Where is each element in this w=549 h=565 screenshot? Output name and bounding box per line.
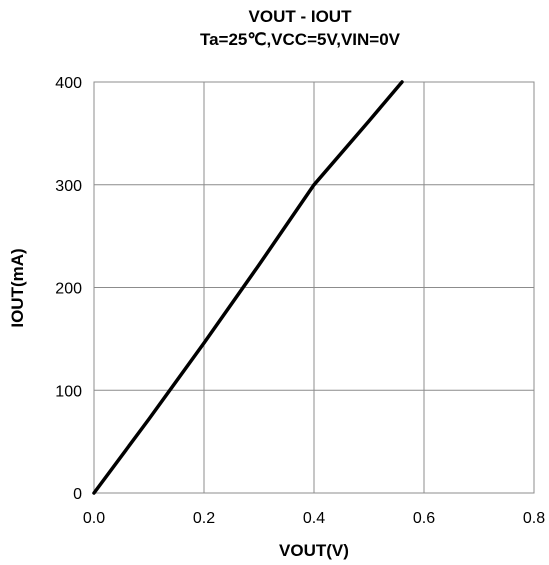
series-layer bbox=[92, 80, 404, 495]
x-tick-label: 0.6 bbox=[413, 510, 435, 527]
y-tick-label: 300 bbox=[55, 178, 82, 195]
chart-title: VOUT - IOUT bbox=[249, 7, 353, 26]
plot-frame bbox=[93, 81, 535, 494]
y-tick-label: 0 bbox=[73, 486, 82, 503]
y-tick-label: 400 bbox=[55, 75, 82, 92]
x-tick-label: 0.8 bbox=[523, 510, 545, 527]
x-axis-ticks: 0.0 0.2 0.4 0.6 0.8 bbox=[83, 510, 545, 527]
x-tick-label: 0.4 bbox=[303, 510, 325, 527]
y-axis-label: IOUT(mA) bbox=[8, 248, 27, 327]
grid bbox=[94, 82, 534, 493]
iout-vs-vout-line bbox=[92, 80, 404, 495]
chart-subtitle: Ta=25℃,VCC=5V,VIN=0V bbox=[200, 30, 401, 49]
y-tick-label: 200 bbox=[55, 281, 82, 298]
x-tick-label: 0.2 bbox=[193, 510, 215, 527]
x-axis-label: VOUT(V) bbox=[279, 541, 349, 560]
x-tick-label: 0.0 bbox=[83, 510, 105, 527]
y-tick-label: 100 bbox=[55, 383, 82, 400]
y-axis-ticks: 0 100 200 300 400 bbox=[55, 75, 82, 503]
